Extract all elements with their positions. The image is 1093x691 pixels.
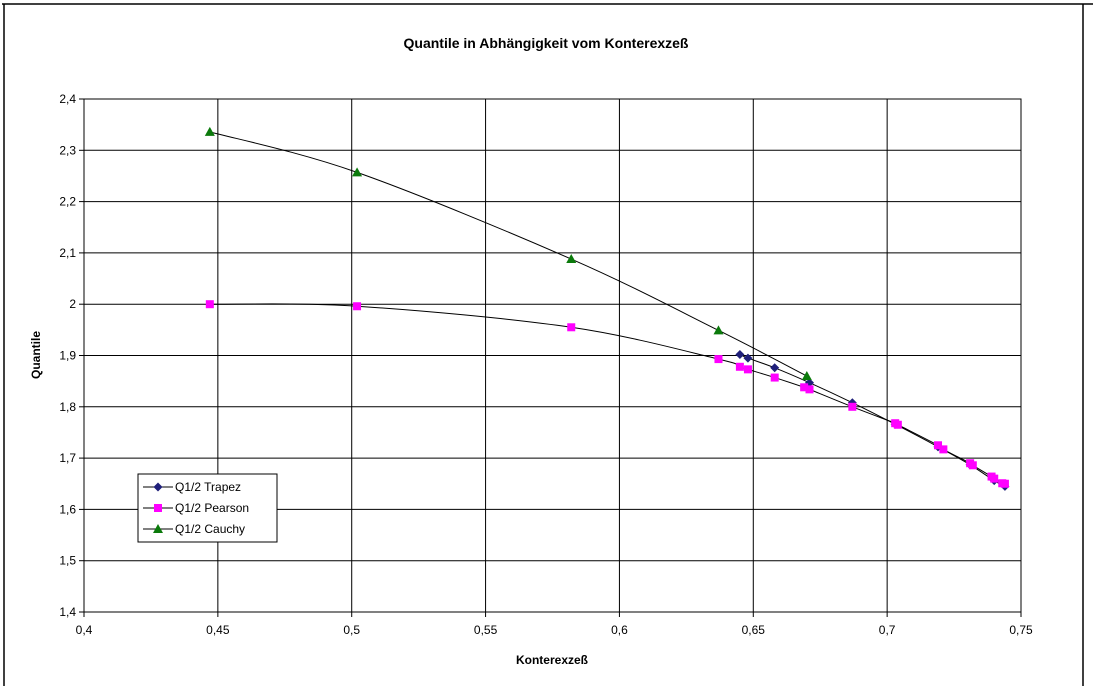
chart-title: Quantile in Abhängigkeit vom Konterexzeß <box>404 35 689 51</box>
legend-marker-square <box>154 504 162 512</box>
x-tick-label: 0,7 <box>879 623 896 637</box>
y-tick-label: 2,1 <box>59 246 76 260</box>
x-tick-labels: 0,4 0,45 0,5 0,55 0,6 0,65 0,7 0,75 <box>76 623 1033 637</box>
y-tick-label: 2,4 <box>59 92 76 106</box>
data-point-triangle <box>801 371 812 381</box>
data-point-triangle <box>352 167 363 177</box>
legend-marker-diamond <box>153 482 163 492</box>
data-point-square <box>990 474 999 483</box>
data-point-square <box>770 373 779 382</box>
x-tick-label: 0,6 <box>611 623 628 637</box>
series-lines <box>209 131 1006 487</box>
data-point-square <box>893 420 902 429</box>
data-point-square <box>934 441 943 450</box>
data-point-triangle <box>713 325 724 335</box>
legend: Q1/2 Trapez Q1/2 Pearson Q1/2 Cauchy <box>137 473 278 543</box>
y-tick-labels: 1,4 1,5 1,6 1,7 1,8 1,9 2 2,1 2,2 2,3 2,4 <box>59 92 76 619</box>
data-point-square <box>743 365 752 374</box>
data-point-square <box>205 300 214 309</box>
data-point-square <box>353 302 362 311</box>
y-tick-label: 1,5 <box>59 554 76 568</box>
y-tick-label: 1,7 <box>59 451 76 465</box>
x-tick-label: 0,75 <box>1009 623 1033 637</box>
data-point-square <box>735 362 744 371</box>
y-tick-label: 2 <box>69 297 76 311</box>
legend-label: Q1/2 Cauchy <box>175 522 245 536</box>
legend-label: Q1/2 Pearson <box>175 501 249 515</box>
data-point-square <box>968 461 977 470</box>
data-point-square <box>1000 479 1009 488</box>
plot-area-border <box>83 98 1022 613</box>
series-line-square <box>209 303 1006 485</box>
data-point-triangle <box>566 254 577 264</box>
x-axis-label: Konterexzeß <box>516 653 588 667</box>
x-tick-label: 0,45 <box>206 623 230 637</box>
x-tick-label: 0,65 <box>742 623 766 637</box>
y-tick-label: 1,4 <box>59 605 76 619</box>
y-axis-label: Quantile <box>29 331 43 379</box>
y-tick-label: 2,2 <box>59 195 76 209</box>
data-point-triangle <box>204 126 215 136</box>
data-point-square <box>939 445 948 454</box>
data-point-square <box>567 323 576 332</box>
y-tick-label: 1,6 <box>59 502 76 516</box>
x-tick-label: 0,4 <box>76 623 93 637</box>
data-point-square <box>800 383 809 392</box>
y-tick-label: 1,8 <box>59 400 76 414</box>
y-tick-label: 2,3 <box>59 143 76 157</box>
data-point-square <box>805 385 814 394</box>
y-tick-label: 1,9 <box>59 349 76 363</box>
data-point-diamond <box>735 349 745 359</box>
legend-label: Q1/2 Trapez <box>175 480 241 494</box>
legend-marker-triangle <box>153 524 163 533</box>
series-line-triangle <box>209 131 808 377</box>
data-point-diamond <box>770 363 780 373</box>
data-point-diamond <box>743 353 753 363</box>
data-point-square <box>714 355 723 364</box>
x-tick-label: 0,5 <box>343 623 360 637</box>
series-line-diamond <box>739 354 1006 487</box>
series-markers <box>204 126 1010 491</box>
x-tick-label: 0,55 <box>474 623 498 637</box>
data-point-square <box>848 402 857 411</box>
